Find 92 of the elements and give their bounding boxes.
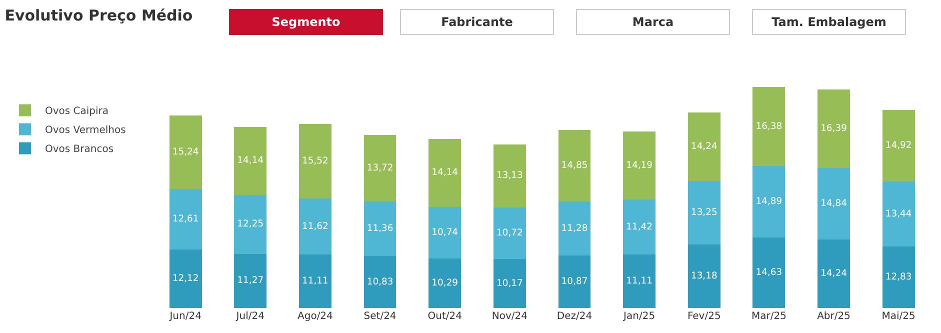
x-tick-label: Fev/25 [687, 311, 721, 322]
data-label: 11,42 [626, 221, 653, 232]
data-label: 11,11 [626, 276, 653, 287]
bar [493, 208, 526, 260]
data-label: 14,24 [820, 268, 848, 280]
x-tick-label: Mai/25 [882, 311, 916, 322]
data-label: 10,29 [432, 278, 458, 289]
data-label: 11,11 [302, 276, 329, 287]
data-label: 16,39 [820, 122, 848, 134]
data-label: 11,28 [561, 222, 588, 234]
data-label: 15,24 [172, 146, 199, 158]
x-tick-label: Set/24 [364, 311, 396, 322]
x-tick-label: Jul/24 [235, 311, 264, 322]
data-label: 13,25 [690, 207, 718, 218]
data-label: 10,83 [366, 276, 394, 288]
data-label: 13,72 [366, 162, 394, 174]
bar [623, 131, 656, 200]
x-tick-label: Jun/24 [168, 311, 202, 322]
bar [428, 138, 462, 207]
data-label: 11,62 [302, 220, 328, 232]
bar [299, 198, 332, 255]
bar [818, 168, 850, 240]
bar [299, 254, 332, 308]
bar [558, 201, 591, 256]
bar [234, 194, 267, 254]
bar [493, 144, 526, 208]
bar [234, 126, 267, 195]
x-tick-label: Ago/24 [298, 311, 333, 322]
legend-label: Ovos Vermelhos [45, 125, 126, 136]
data-label: 14,14 [237, 155, 264, 166]
data-label: 10,17 [496, 278, 523, 289]
data-label: 12,25 [237, 218, 264, 230]
data-label: 12,83 [885, 271, 912, 282]
data-label: 14,85 [561, 160, 588, 172]
bar [558, 256, 591, 308]
data-label: 14,19 [626, 160, 653, 171]
bar [428, 258, 462, 308]
legend-label: Ovos Caipira [45, 106, 109, 118]
x-tick-label: Jan/25 [622, 311, 656, 322]
bar [688, 244, 720, 308]
bar [169, 189, 202, 250]
text: Fabricante [441, 15, 513, 29]
bar [688, 112, 720, 181]
data-label: 14,89 [756, 196, 782, 208]
text: Marca [632, 15, 674, 29]
data-label: 12,12 [172, 273, 199, 284]
legend-label: Ovos Brancos [45, 144, 114, 156]
data-label: 10,72 [496, 228, 523, 239]
x-tick-label: Nov/24 [492, 311, 528, 322]
bar [558, 130, 591, 202]
bar [882, 182, 915, 246]
data-label: 14,63 [756, 267, 782, 278]
data-label: 14,84 [820, 198, 848, 210]
data-label: 16,38 [756, 120, 782, 132]
data-label: 13,44 [885, 208, 912, 220]
chart-title: Evolutivo Preço Médio [4, 6, 193, 24]
data-label: 14,14 [432, 167, 458, 178]
bar [818, 89, 850, 168]
bar [818, 239, 850, 308]
data-label: 15,52 [302, 156, 328, 167]
data-label: 11,27 [237, 275, 264, 286]
bar [169, 250, 202, 308]
bar [752, 238, 786, 308]
bar [299, 124, 332, 199]
text: Tam. Embalagem [772, 15, 886, 29]
data-label: 10,74 [432, 226, 458, 238]
bar [752, 166, 786, 238]
x-tick-label: Dez/24 [556, 311, 592, 322]
data-label: 14,24 [690, 140, 718, 152]
data-label: 13,13 [496, 170, 523, 182]
bar [882, 246, 915, 308]
text: Segmento [272, 15, 340, 29]
data-label: 14,92 [885, 140, 912, 152]
bar [623, 200, 656, 255]
bar [882, 110, 915, 182]
bar [364, 201, 396, 256]
bar [493, 259, 526, 308]
data-label: 13,18 [690, 270, 718, 282]
bar [364, 256, 396, 308]
x-tick-label: Out/24 [428, 311, 462, 322]
data-label: 12,61 [172, 214, 199, 225]
x-tick-label: Mar/25 [751, 311, 786, 322]
bar [688, 180, 720, 245]
bar [364, 135, 396, 202]
bar [623, 254, 656, 308]
bar [234, 254, 267, 308]
x-tick-label: Abr/25 [817, 311, 850, 322]
bar [752, 87, 786, 166]
data-label: 11,36 [366, 222, 394, 234]
data-label: 10,87 [561, 276, 588, 288]
bar [169, 116, 202, 190]
bar [428, 206, 462, 258]
